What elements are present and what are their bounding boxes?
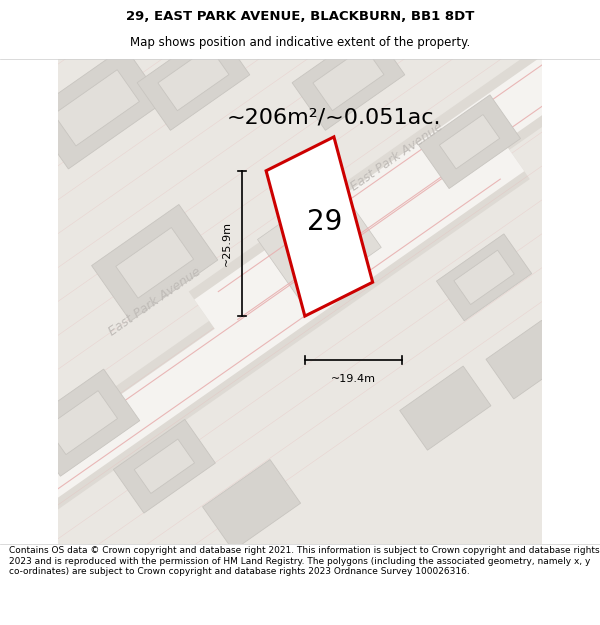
Text: 29: 29 <box>307 208 342 236</box>
Polygon shape <box>203 459 301 551</box>
Text: 29, EAST PARK AVENUE, BLACKBURN, BB1 8DT: 29, EAST PARK AVENUE, BLACKBURN, BB1 8DT <box>126 10 474 23</box>
Polygon shape <box>436 234 532 321</box>
Text: ~19.4m: ~19.4m <box>331 374 376 384</box>
Polygon shape <box>92 204 218 321</box>
Text: ~206m²/~0.051ac.: ~206m²/~0.051ac. <box>227 107 441 127</box>
Polygon shape <box>47 391 118 454</box>
Polygon shape <box>0 131 524 588</box>
Polygon shape <box>0 124 530 596</box>
Polygon shape <box>313 47 384 111</box>
Polygon shape <box>189 14 600 347</box>
Polygon shape <box>439 114 500 169</box>
Text: East Park Avenue: East Park Avenue <box>348 119 445 193</box>
Polygon shape <box>266 137 373 316</box>
Text: Contains OS data © Crown copyright and database right 2021. This information is : Contains OS data © Crown copyright and d… <box>9 546 599 576</box>
Polygon shape <box>113 419 215 513</box>
Polygon shape <box>24 369 140 476</box>
Text: ~25.9m: ~25.9m <box>222 221 232 266</box>
Polygon shape <box>454 250 514 304</box>
Text: East Park Avenue: East Park Avenue <box>106 265 203 338</box>
Polygon shape <box>134 439 194 493</box>
Polygon shape <box>137 27 250 131</box>
Polygon shape <box>400 366 491 450</box>
Polygon shape <box>292 27 405 131</box>
Polygon shape <box>486 321 569 399</box>
Polygon shape <box>257 184 381 303</box>
Polygon shape <box>54 70 139 146</box>
Polygon shape <box>158 47 229 111</box>
Text: Map shows position and indicative extent of the property.: Map shows position and indicative extent… <box>130 36 470 49</box>
Polygon shape <box>29 47 164 169</box>
Polygon shape <box>419 95 521 189</box>
Polygon shape <box>116 228 194 298</box>
Polygon shape <box>194 22 600 339</box>
